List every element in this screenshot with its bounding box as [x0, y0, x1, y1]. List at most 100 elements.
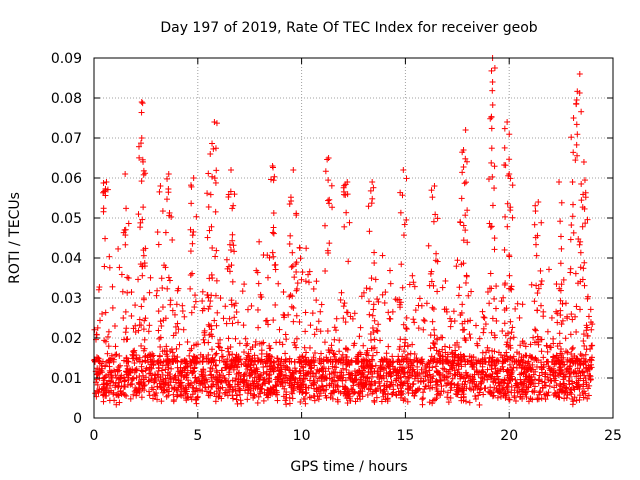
data-point [209, 333, 216, 340]
data-point [409, 272, 416, 279]
data-point [423, 363, 430, 370]
data-point [483, 349, 490, 356]
data-point [389, 353, 396, 360]
data-point [348, 357, 355, 364]
data-point [563, 394, 570, 401]
data-point [575, 236, 582, 243]
data-point [520, 382, 527, 389]
data-point [378, 398, 385, 405]
data-point [302, 384, 309, 391]
data-point [389, 308, 396, 315]
data-point [503, 349, 510, 356]
data-point [163, 196, 170, 203]
data-point [427, 270, 434, 277]
data-point [155, 358, 162, 365]
data-point [489, 101, 496, 108]
data-point [100, 179, 107, 186]
data-point [497, 351, 504, 358]
data-point [580, 394, 587, 401]
data-point [486, 355, 493, 362]
data-point [578, 108, 585, 115]
data-point [216, 344, 223, 351]
data-point [383, 358, 390, 365]
data-point [342, 377, 349, 384]
data-point [251, 352, 258, 359]
data-point [162, 264, 169, 271]
data-point [95, 388, 102, 395]
data-point [298, 276, 305, 283]
data-point [184, 338, 191, 345]
data-point [466, 379, 473, 386]
data-point [574, 88, 581, 95]
data-point [432, 363, 439, 370]
data-point [433, 347, 440, 354]
data-point [140, 247, 147, 254]
data-point [212, 362, 219, 369]
data-point [576, 358, 583, 365]
data-point [302, 400, 309, 407]
data-point [403, 326, 410, 333]
data-point [140, 167, 147, 174]
data-point [229, 237, 236, 244]
data-point [496, 382, 503, 389]
data-point [581, 205, 588, 212]
data-point [442, 349, 449, 356]
data-point [502, 332, 509, 339]
data-point [450, 308, 457, 315]
data-point [586, 372, 593, 379]
data-point [393, 392, 400, 399]
data-point [568, 351, 575, 358]
data-point [270, 177, 277, 184]
data-point [256, 238, 263, 245]
data-point [163, 351, 170, 358]
x-tick-label: 15 [396, 428, 414, 444]
data-point [225, 191, 232, 198]
data-point [444, 394, 451, 401]
data-point [459, 169, 466, 176]
data-point [400, 397, 407, 404]
data-point [397, 381, 404, 388]
data-point [371, 368, 378, 375]
data-point [538, 277, 545, 284]
data-point [462, 127, 469, 133]
data-point [476, 335, 483, 342]
data-point [544, 348, 551, 355]
data-point [226, 241, 233, 248]
data-point [442, 277, 449, 284]
data-point [411, 351, 418, 358]
data-point [108, 352, 115, 359]
data-point [501, 307, 508, 314]
data-point [255, 374, 262, 381]
data-point [377, 368, 384, 375]
data-point [314, 393, 321, 400]
data-point [172, 329, 179, 336]
data-point [157, 343, 164, 350]
data-point [463, 272, 470, 279]
data-point [127, 395, 134, 402]
data-point [272, 301, 279, 308]
data-point [322, 267, 329, 274]
data-point [231, 314, 238, 321]
data-point [156, 380, 163, 387]
data-point [366, 285, 373, 292]
data-point [462, 212, 469, 219]
data-point [451, 372, 458, 379]
data-point [522, 389, 529, 396]
data-point [122, 329, 129, 336]
data-point [418, 366, 425, 373]
data-point [447, 323, 454, 330]
data-point [535, 341, 542, 348]
data-point [484, 366, 491, 373]
data-point [172, 374, 179, 381]
data-point [245, 350, 252, 357]
data-point [133, 392, 140, 399]
data-point [229, 392, 236, 399]
data-point [325, 249, 332, 256]
data-point [318, 373, 325, 380]
data-point [573, 303, 580, 310]
data-point [537, 267, 544, 274]
data-point [287, 375, 294, 382]
data-point [587, 306, 594, 313]
data-point [534, 232, 541, 239]
data-point [581, 259, 588, 266]
